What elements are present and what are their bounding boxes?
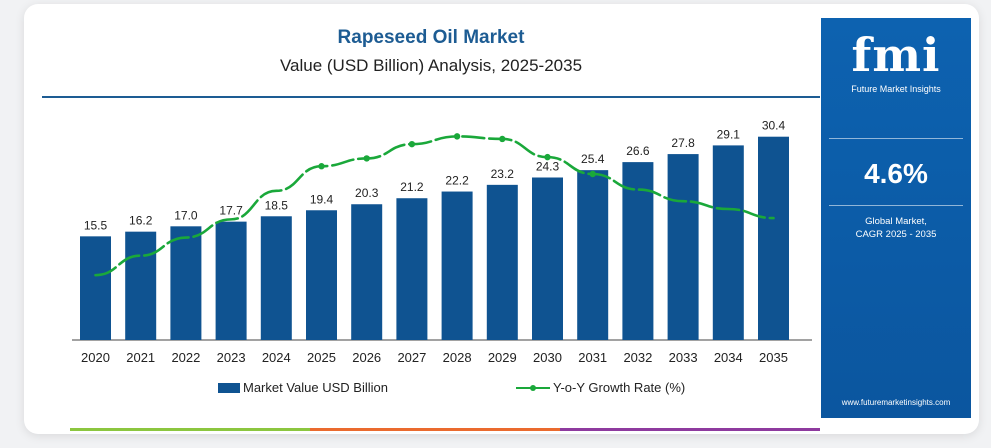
cagr-label: Global Market, CAGR 2025 - 2035 (821, 215, 971, 241)
growth-marker-2027 (408, 140, 416, 148)
x-tick-label-2022: 2022 (171, 350, 200, 365)
legend-label-market-value: Market Value USD Billion (243, 380, 388, 395)
legend-bar-swatch (218, 382, 240, 393)
growth-marker-2029 (499, 135, 506, 143)
growth-marker-2025 (318, 163, 325, 170)
growth-marker-2028 (453, 133, 461, 140)
bar-value-label-2029: 23.2 (491, 167, 515, 181)
x-tick-label-2027: 2027 (397, 350, 426, 365)
legend-item-growth-rate: Y-o-Y Growth Rate (%) (516, 380, 685, 395)
chart-subtitle: Value (USD Billion) Analysis, 2025-2035 (279, 56, 583, 75)
x-tick-label-2024: 2024 (262, 350, 291, 365)
x-tick-label-2035: 2035 (759, 350, 788, 365)
bar-2028 (441, 191, 473, 340)
bar-value-label-2035: 30.4 (762, 119, 786, 133)
x-tick-label-2033: 2033 (669, 350, 698, 365)
growth-marker-2026 (363, 155, 370, 162)
bar-2027 (396, 198, 428, 340)
bar-value-label-2034: 29.1 (717, 127, 741, 141)
bar-value-label-2020: 15.5 (84, 218, 108, 232)
bar-value-label-2021: 16.2 (129, 214, 153, 228)
x-tick-label-2023: 2023 (217, 350, 246, 365)
chart-panel: Rapeseed Oil Market Value (USD Billion) … (42, 18, 820, 431)
bar-2029 (486, 184, 518, 340)
x-tick-label-2025: 2025 (307, 350, 336, 365)
bar-2026 (351, 204, 383, 340)
bar-value-label-2027: 21.2 (400, 180, 424, 194)
title-divider (42, 96, 820, 98)
infographic-card: Rapeseed Oil Market Value (USD Billion) … (24, 4, 979, 434)
bar-value-label-2025: 19.4 (310, 192, 334, 206)
accent-strip-purple (560, 428, 820, 431)
bar-value-label-2023: 17.7 (219, 204, 243, 218)
fmi-logo-subtitle: Future Market Insights (851, 84, 941, 94)
bar-line-chart: 15.5 2020 16.2 2021 17.0 2022 17.7 2023 18.5 2024… (72, 119, 812, 365)
growth-marker-2030 (544, 153, 551, 161)
x-tick-label-2032: 2032 (623, 350, 652, 365)
accent-strip-orange (310, 428, 560, 431)
cagr-label-line2: CAGR 2025 - 2035 (855, 229, 937, 240)
bar-2023 (215, 221, 247, 340)
bar-2021 (125, 231, 157, 340)
bar-value-label-2033: 27.8 (671, 136, 695, 150)
legend-line-swatch (516, 383, 550, 393)
x-tick-label-2028: 2028 (443, 350, 472, 365)
bar-value-label-2022: 17.0 (174, 208, 198, 222)
x-tick-label-2021: 2021 (126, 350, 155, 365)
bar-2035 (758, 136, 789, 340)
fmi-logo: fmi (851, 28, 941, 82)
bar-value-label-2024: 18.5 (265, 198, 289, 212)
bar-value-label-2031: 25.4 (581, 152, 605, 166)
legend-item-market-value: Market Value USD Billion (218, 380, 388, 395)
accent-strip-green (70, 428, 310, 431)
fmi-side-panel: fmi Future Market Insights 4.6% Global M… (821, 18, 971, 418)
bar-2034 (712, 145, 744, 340)
bar-2033 (667, 154, 699, 340)
cagr-value: 4.6% (864, 158, 928, 189)
x-tick-label-2026: 2026 (352, 350, 381, 365)
chart-title: Rapeseed Oil Market (337, 27, 525, 48)
bar-2025 (306, 210, 337, 340)
x-tick-label-2020: 2020 (81, 350, 110, 365)
bar-value-label-2030: 24.3 (536, 159, 560, 173)
chart-legend: Market Value USD Billion Y-o-Y Growth Ra… (42, 380, 820, 400)
legend-label-growth-rate: Y-o-Y Growth Rate (%) (553, 380, 686, 395)
x-tick-label-2030: 2030 (533, 350, 562, 365)
x-tick-label-2034: 2034 (714, 350, 743, 365)
bar-value-label-2032: 26.6 (626, 144, 650, 158)
side-divider-middle (829, 205, 963, 206)
website-url: www.futuremarketinsights.com (841, 398, 951, 407)
bar-2031 (577, 170, 609, 340)
growth-rate-line (94, 135, 775, 277)
x-tick-label-2031: 2031 (578, 350, 607, 365)
bar-value-label-2026: 20.3 (355, 186, 379, 200)
cagr-label-line1: Global Market, (865, 216, 927, 227)
bar-2024 (260, 216, 292, 340)
bar-value-label-2028: 22.2 (445, 174, 469, 188)
bar-2030 (532, 177, 563, 340)
bar-2020 (80, 236, 111, 340)
bar-2022 (170, 226, 202, 340)
growth-marker-2031 (589, 170, 596, 178)
x-tick-label-2029: 2029 (488, 350, 517, 365)
side-divider-top (829, 138, 963, 139)
